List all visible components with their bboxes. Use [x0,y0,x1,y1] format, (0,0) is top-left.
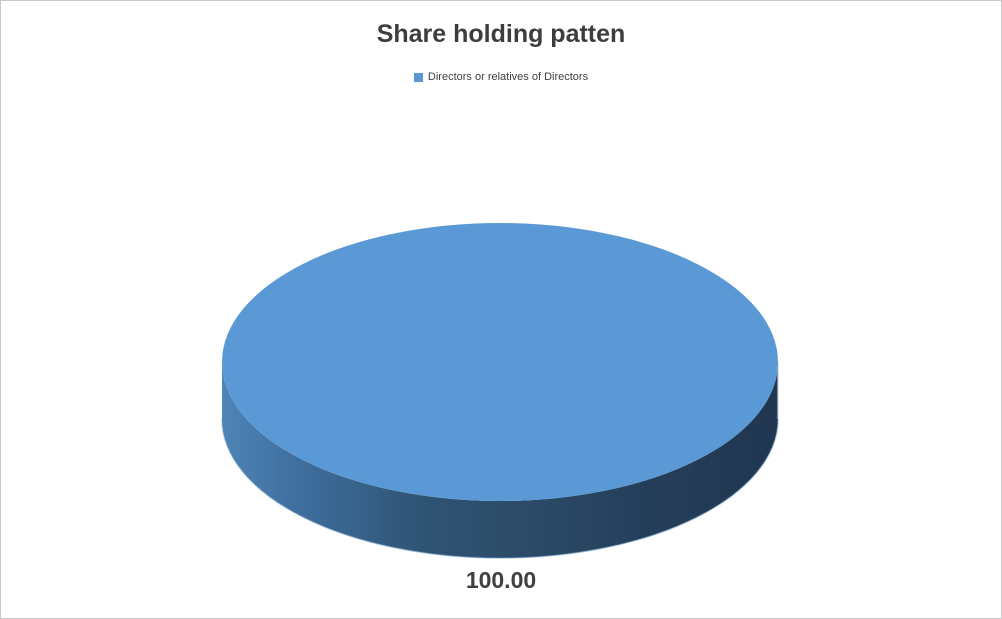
chart-title: Share holding patten [376,20,626,48]
legend-swatch-icon [413,72,423,82]
pie-bottom-rim-highlight [221,418,779,559]
pie-data-label: 100.00 [465,567,537,593]
pie-slice-directors [222,223,778,501]
legend-label: Directors or relatives of Directors [427,71,589,83]
legend: Directors or relatives of Directors [1,71,1001,83]
pie-side-wall [222,362,778,558]
